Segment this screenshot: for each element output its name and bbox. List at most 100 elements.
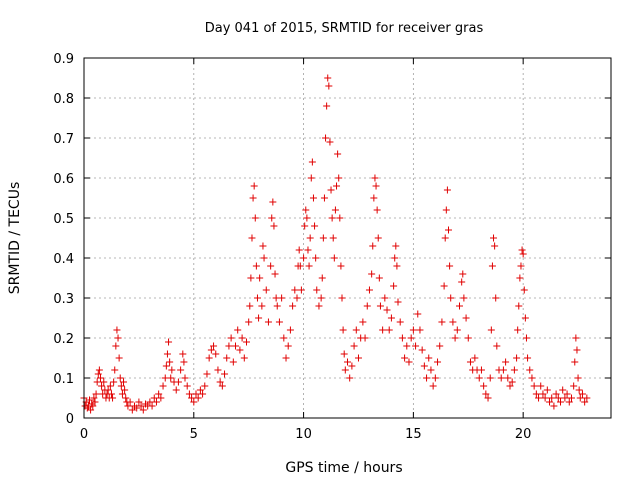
data-point: [541, 394, 549, 402]
data-point: [93, 378, 101, 386]
data-point: [190, 398, 198, 406]
data-point: [278, 294, 286, 302]
data-point: [515, 302, 523, 310]
data-point: [521, 314, 529, 322]
data-point: [491, 242, 499, 250]
data-point: [317, 294, 325, 302]
data-point: [374, 234, 382, 242]
data-point: [240, 354, 248, 362]
data-point: [383, 306, 391, 314]
x-tick-label: 0: [80, 427, 88, 442]
data-point: [315, 302, 323, 310]
data-point: [513, 354, 521, 362]
data-point: [344, 358, 351, 366]
data-point: [573, 346, 581, 354]
data-point: [291, 286, 299, 294]
data-point: [98, 382, 106, 390]
data-point: [106, 382, 114, 390]
data-point: [334, 150, 342, 158]
data-point: [520, 286, 528, 294]
data-point: [166, 358, 174, 366]
data-point: [185, 390, 193, 398]
data-point: [412, 342, 420, 350]
x-tick-label: 20: [515, 427, 532, 442]
data-point: [293, 294, 301, 302]
data-point: [394, 298, 402, 306]
data-point: [487, 326, 495, 334]
data-point: [449, 318, 457, 326]
data-point: [508, 378, 516, 386]
data-point: [284, 342, 292, 350]
data-point: [442, 206, 450, 214]
data-point: [532, 390, 540, 398]
data-point: [453, 326, 461, 334]
data-point: [502, 358, 510, 366]
data-point: [464, 334, 472, 342]
data-point: [236, 346, 244, 354]
data-point: [438, 318, 446, 326]
data-point: [381, 294, 389, 302]
data-point: [407, 334, 415, 342]
data-point: [445, 226, 453, 234]
data-point: [554, 394, 562, 402]
data-point: [391, 254, 399, 262]
data-point: [571, 358, 579, 366]
data-point: [179, 350, 187, 358]
data-point: [361, 334, 369, 342]
data-point: [376, 302, 384, 310]
data-point: [289, 302, 297, 310]
data-point: [427, 366, 435, 374]
data-point: [575, 386, 583, 394]
y-tick-label: 0.2: [53, 332, 74, 347]
data-point: [570, 382, 578, 390]
data-point: [431, 374, 439, 382]
data-point: [328, 214, 336, 222]
data-point: [477, 366, 485, 374]
data-point: [104, 386, 112, 394]
data-point: [559, 386, 567, 394]
data-point: [297, 286, 305, 294]
data-point: [519, 250, 527, 258]
data-point: [296, 262, 304, 270]
data-point: [484, 394, 492, 402]
data-point: [238, 334, 246, 342]
data-point: [89, 402, 97, 410]
data-point: [504, 374, 512, 382]
data-point: [425, 354, 433, 362]
data-point: [107, 390, 115, 398]
data-point: [248, 234, 256, 242]
data-point: [232, 342, 240, 350]
data-point: [203, 370, 211, 378]
data-point: [311, 222, 319, 230]
data-point: [259, 242, 267, 250]
data-point: [264, 318, 272, 326]
data-point: [113, 326, 121, 334]
y-axis-title: SRMTID / TECUs: [7, 182, 23, 295]
data-point: [210, 342, 218, 350]
data-point: [271, 270, 279, 278]
data-point: [218, 382, 226, 390]
data-point: [346, 374, 354, 382]
data-point: [574, 374, 582, 382]
data-point: [576, 394, 584, 402]
data-point: [319, 234, 327, 242]
y-tick-label: 0.4: [53, 252, 74, 267]
data-point: [398, 334, 406, 342]
data-point: [258, 302, 266, 310]
data-point: [446, 262, 454, 270]
data-point: [234, 326, 242, 334]
data-point: [539, 390, 547, 398]
y-tick-label: 0.5: [53, 212, 74, 227]
x-tick-label: 15: [405, 427, 422, 442]
data-point: [336, 214, 344, 222]
data-point: [363, 302, 371, 310]
x-tick-label: 10: [295, 427, 312, 442]
data-point: [563, 390, 571, 398]
data-point: [268, 214, 276, 222]
data-point: [137, 402, 145, 410]
data-point: [516, 274, 524, 282]
data-point: [109, 394, 117, 402]
data-point: [122, 394, 130, 402]
data-point: [152, 398, 160, 406]
